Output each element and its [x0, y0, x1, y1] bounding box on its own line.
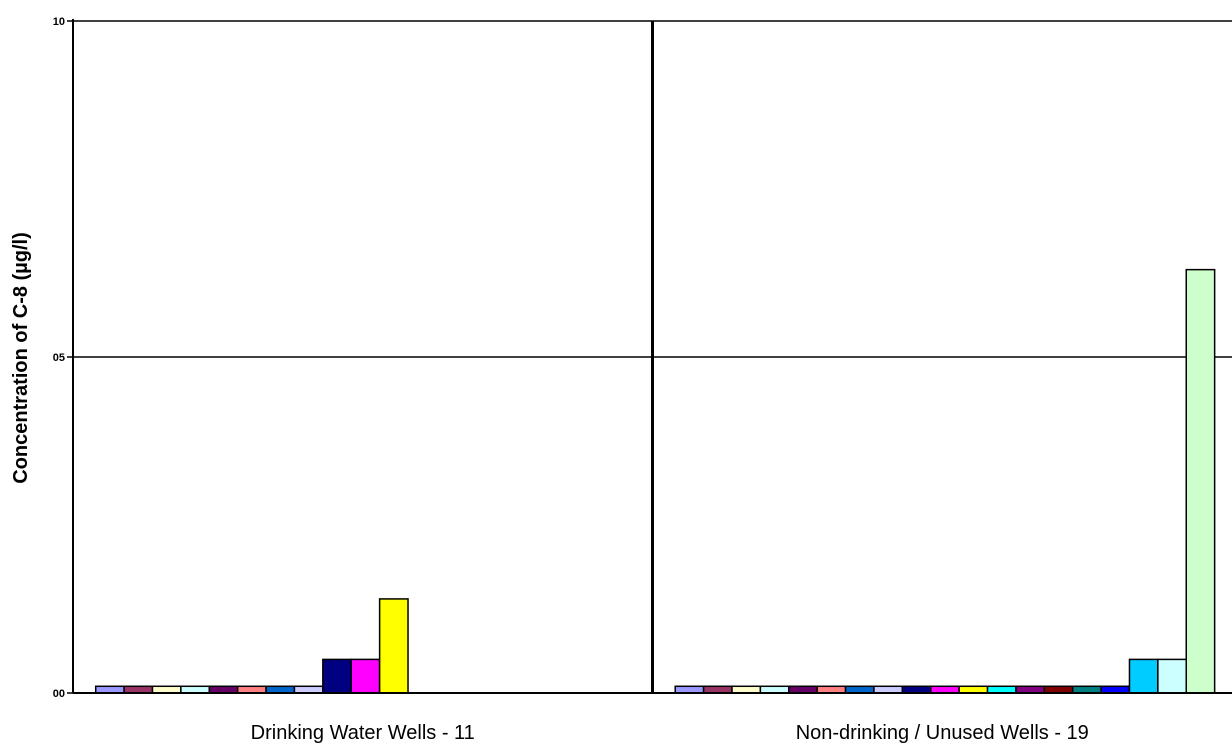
bar	[901, 685, 932, 694]
bar	[322, 658, 352, 694]
y-tick-label: 10	[53, 16, 65, 28]
bars	[94, 268, 1216, 694]
bar	[350, 658, 381, 694]
bar	[208, 685, 239, 694]
bar	[378, 598, 409, 694]
bar	[1100, 685, 1131, 694]
bar	[816, 685, 847, 694]
bar	[702, 685, 733, 694]
bar	[180, 685, 211, 694]
bar	[929, 685, 960, 694]
bar	[1157, 658, 1188, 694]
bar	[265, 685, 296, 694]
y-tick-label: 05	[53, 352, 65, 364]
bar	[674, 685, 705, 694]
bar	[1185, 268, 1216, 694]
axes	[67, 19, 1232, 694]
category-labels: Drinking Water Wells - 11 Non-drinking / …	[251, 722, 1089, 744]
category-label: Drinking Water Wells - 11	[251, 722, 475, 744]
bar	[873, 685, 904, 694]
bar	[151, 685, 182, 694]
bar	[293, 685, 324, 694]
bar	[1015, 685, 1046, 694]
y-tick-labels: 00 05 10	[53, 16, 65, 700]
bar	[1071, 685, 1102, 694]
bar	[788, 685, 818, 694]
bar	[958, 685, 989, 694]
bar	[759, 685, 790, 694]
y-tick-label: 00	[53, 688, 65, 700]
bar	[731, 685, 762, 694]
bar	[123, 685, 154, 694]
bar	[1043, 685, 1074, 694]
bar	[94, 685, 125, 694]
bar	[236, 685, 267, 694]
y-axis-label: Concentration of C-8 (µg/l)	[10, 232, 32, 484]
bar	[986, 685, 1017, 694]
bar	[844, 685, 875, 694]
bar	[1128, 658, 1159, 694]
category-label: Non-drinking / Unused Wells - 19	[796, 722, 1089, 744]
